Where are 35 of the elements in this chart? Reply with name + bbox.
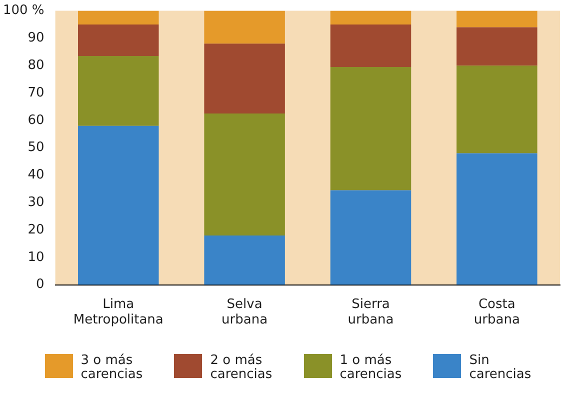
bar xyxy=(456,10,538,28)
x-tick-label: Costa urbana xyxy=(474,296,520,328)
y-tick-label: 10 xyxy=(28,250,44,265)
y-tick-label: 90 xyxy=(28,30,44,46)
bar xyxy=(78,10,159,24)
x-tick-label: Lima Metropolitana xyxy=(73,296,164,328)
bar xyxy=(78,24,159,56)
legend-label: 2 o más carencias xyxy=(210,353,274,382)
bar xyxy=(78,56,159,126)
bar xyxy=(330,190,412,285)
legend-label: Sin carencias xyxy=(469,353,532,382)
bar xyxy=(456,27,538,66)
y-tick-label: 70 xyxy=(28,85,44,100)
bar xyxy=(456,153,538,285)
legend-label: 3 o más carencias xyxy=(80,353,144,382)
bar xyxy=(330,24,412,67)
x-tick-label: Selva urbana xyxy=(222,296,268,328)
bar xyxy=(456,66,538,154)
y-tick-label: 0 xyxy=(36,277,44,292)
bar xyxy=(330,10,412,24)
y-tick-label: 60 xyxy=(28,112,44,128)
bar xyxy=(78,126,159,285)
bar xyxy=(204,235,285,285)
legend-label: 1 o más carencias xyxy=(340,353,403,382)
bar xyxy=(330,66,412,190)
y-tick-label: 100 % xyxy=(2,3,44,18)
y-tick-label: 80 xyxy=(28,58,44,73)
bar xyxy=(204,10,285,44)
x-tick-label: Sierra urbana xyxy=(348,296,394,328)
y-tick-label: 20 xyxy=(28,222,44,238)
y-tick-label: 50 xyxy=(28,140,44,156)
y-tick-label: 40 xyxy=(28,168,44,183)
y-tick-label: 30 xyxy=(28,194,44,210)
bar xyxy=(204,114,285,236)
bar xyxy=(204,44,285,114)
